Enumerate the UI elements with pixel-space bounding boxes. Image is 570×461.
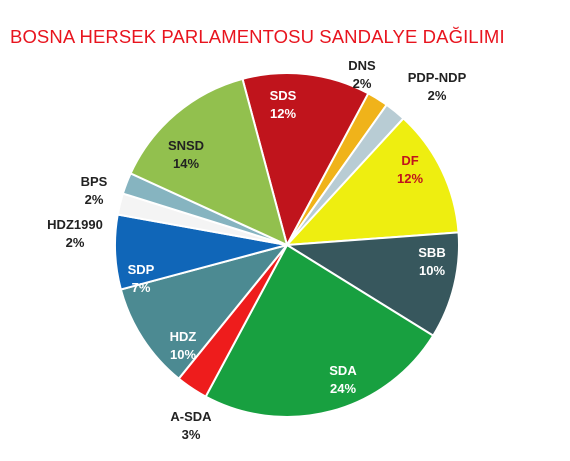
pie-slice-df: [284, 116, 460, 247]
pie-slice-sbb: [283, 231, 460, 338]
slice-label-bps: BPS 2%: [81, 174, 108, 207]
pie-slice-snsd: [129, 77, 289, 247]
slice-label-hdz1990: HDZ1990 2%: [47, 217, 103, 250]
pie-slice-sda: [204, 243, 435, 418]
slice-label-sbb: SBB 10%: [418, 245, 445, 278]
slice-label-df: DF 12%: [397, 153, 423, 186]
slice-label-snsd: SNSD 14%: [168, 138, 204, 171]
chart-title: BOSNA HERSEK PARLAMENTOSU SANDALYE DAĞIL…: [10, 26, 505, 47]
slice-label-sdp: SDP 7%: [128, 262, 155, 295]
slice-label-pdp-ndp: PDP-NDP 2%: [408, 70, 467, 103]
pie-slice-sds: [241, 72, 370, 248]
slice-label-dns: DNS 2%: [348, 58, 376, 91]
slice-label-hdz: HDZ 10%: [170, 329, 197, 362]
slice-label-sda: SDA 24%: [329, 363, 357, 396]
slice-label-a-sda: A-SDA 3%: [170, 409, 212, 442]
slice-label-sds: SDS 12%: [270, 88, 297, 121]
